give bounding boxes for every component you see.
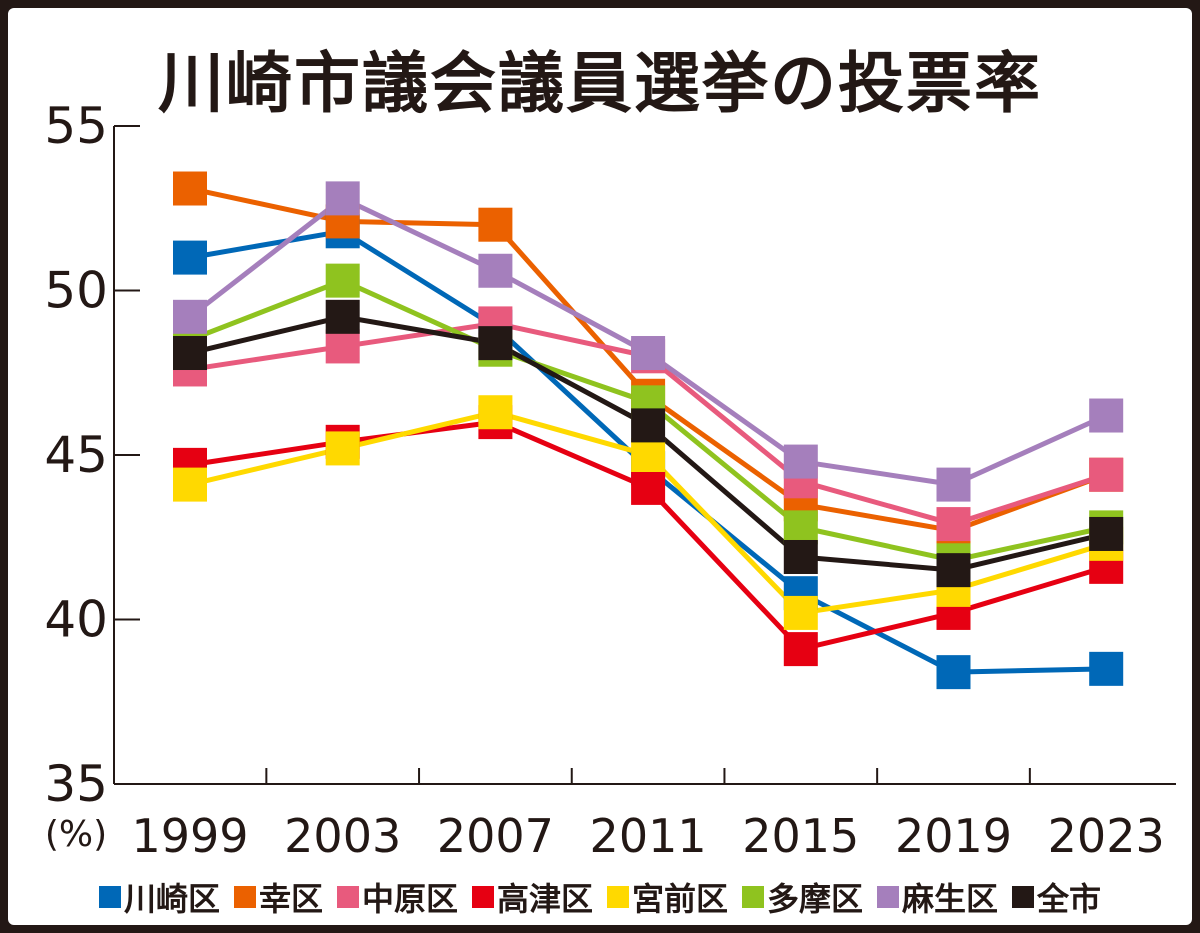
legend-item: 川崎区 bbox=[98, 874, 220, 920]
data-point-marker bbox=[936, 655, 971, 690]
chart-frame: 川崎市議会議員選挙の投票率 55 50 45 40 35 1999 2003 2007 2011… bbox=[8, 8, 1192, 925]
legend-item: 全市 bbox=[1012, 874, 1101, 920]
x-tick-label: 2023 bbox=[1048, 809, 1165, 863]
legend-label: 高津区 bbox=[496, 880, 593, 918]
data-point-marker bbox=[783, 444, 818, 479]
data-point-marker bbox=[478, 253, 513, 288]
axis-labels: 55 50 45 40 35 1999 2003 2007 2011 2015 2019 2023 (%… bbox=[44, 97, 1164, 863]
y-tick-label: 40 bbox=[44, 591, 108, 649]
data-point-marker bbox=[936, 553, 971, 588]
legend-label: 全市 bbox=[1037, 880, 1102, 918]
chart-title: 川崎市議会議員選挙の投票率 bbox=[158, 45, 1042, 122]
legend-swatch bbox=[336, 886, 359, 908]
data-point-marker bbox=[1089, 516, 1124, 551]
x-tick-label: 2015 bbox=[742, 809, 859, 863]
legend-swatch bbox=[877, 886, 900, 908]
y-tick-label: 50 bbox=[44, 262, 108, 320]
data-point-marker bbox=[631, 336, 666, 371]
data-point-marker bbox=[173, 171, 207, 206]
legend-item: 多摩区 bbox=[742, 874, 863, 920]
data-point-marker bbox=[325, 431, 360, 466]
legend: 川崎区 幸区 中原区 高津区 宮前区 多摩区 麻生区 全市 bbox=[8, 874, 1192, 920]
data-point-marker bbox=[325, 329, 360, 364]
x-tick-label: 2003 bbox=[284, 809, 401, 863]
data-point-marker bbox=[173, 467, 207, 502]
data-point-marker bbox=[1089, 651, 1124, 686]
data-point-marker bbox=[478, 207, 513, 242]
data-point-marker bbox=[631, 438, 666, 472]
data-point-marker bbox=[325, 181, 360, 216]
data-point-marker bbox=[478, 395, 513, 430]
data-point-marker bbox=[1089, 398, 1124, 433]
data-point-marker bbox=[325, 299, 360, 334]
legend-label: 中原区 bbox=[361, 880, 458, 918]
data-point-marker bbox=[325, 263, 360, 298]
data-point-marker bbox=[631, 470, 666, 505]
data-point-marker bbox=[783, 539, 818, 574]
legend-swatch bbox=[607, 886, 629, 908]
legend-label: 川崎区 bbox=[123, 880, 220, 918]
data-point-marker bbox=[173, 299, 207, 334]
data-point-marker bbox=[783, 632, 818, 667]
line-chart: 55 50 45 40 35 1999 2003 2007 2011 2015 2019 2023 (%… bbox=[44, 97, 1176, 863]
data-point-marker bbox=[1089, 457, 1124, 492]
x-tick-label: 1999 bbox=[131, 809, 248, 863]
x-tick-label: 2007 bbox=[437, 809, 554, 863]
data-point-marker bbox=[783, 595, 818, 630]
legend-swatch bbox=[233, 886, 256, 908]
data-point-marker bbox=[173, 240, 207, 275]
legend-label: 麻生区 bbox=[902, 880, 999, 918]
legend-item: 高津区 bbox=[471, 874, 593, 920]
legend-swatch bbox=[742, 886, 765, 908]
data-point-marker bbox=[478, 326, 513, 361]
y-tick-label: 55 bbox=[44, 97, 108, 155]
y-tick-label: 35 bbox=[44, 755, 108, 813]
data-point-marker bbox=[936, 467, 971, 502]
series-markers bbox=[173, 171, 1124, 690]
legend-item: 中原区 bbox=[336, 874, 458, 920]
y-tick-label: 45 bbox=[44, 426, 108, 484]
legend-swatch bbox=[1012, 886, 1035, 908]
legend-swatch bbox=[98, 886, 121, 908]
y-unit-label: (%) bbox=[45, 814, 107, 855]
data-point-marker bbox=[783, 510, 818, 545]
data-point-marker bbox=[631, 408, 666, 443]
axes bbox=[113, 125, 1176, 785]
x-tick-label: 2011 bbox=[590, 809, 707, 863]
legend-item: 宮前区 bbox=[607, 874, 728, 920]
legend-item: 麻生区 bbox=[877, 874, 998, 920]
data-point-marker bbox=[173, 336, 207, 371]
legend-label: 宮前区 bbox=[632, 880, 729, 918]
data-point-marker bbox=[936, 507, 971, 542]
legend-item: 幸区 bbox=[233, 874, 323, 920]
legend-label: 多摩区 bbox=[767, 880, 864, 918]
legend-label: 幸区 bbox=[258, 880, 323, 918]
x-tick-label: 2019 bbox=[895, 809, 1012, 863]
legend-swatch bbox=[471, 886, 494, 908]
